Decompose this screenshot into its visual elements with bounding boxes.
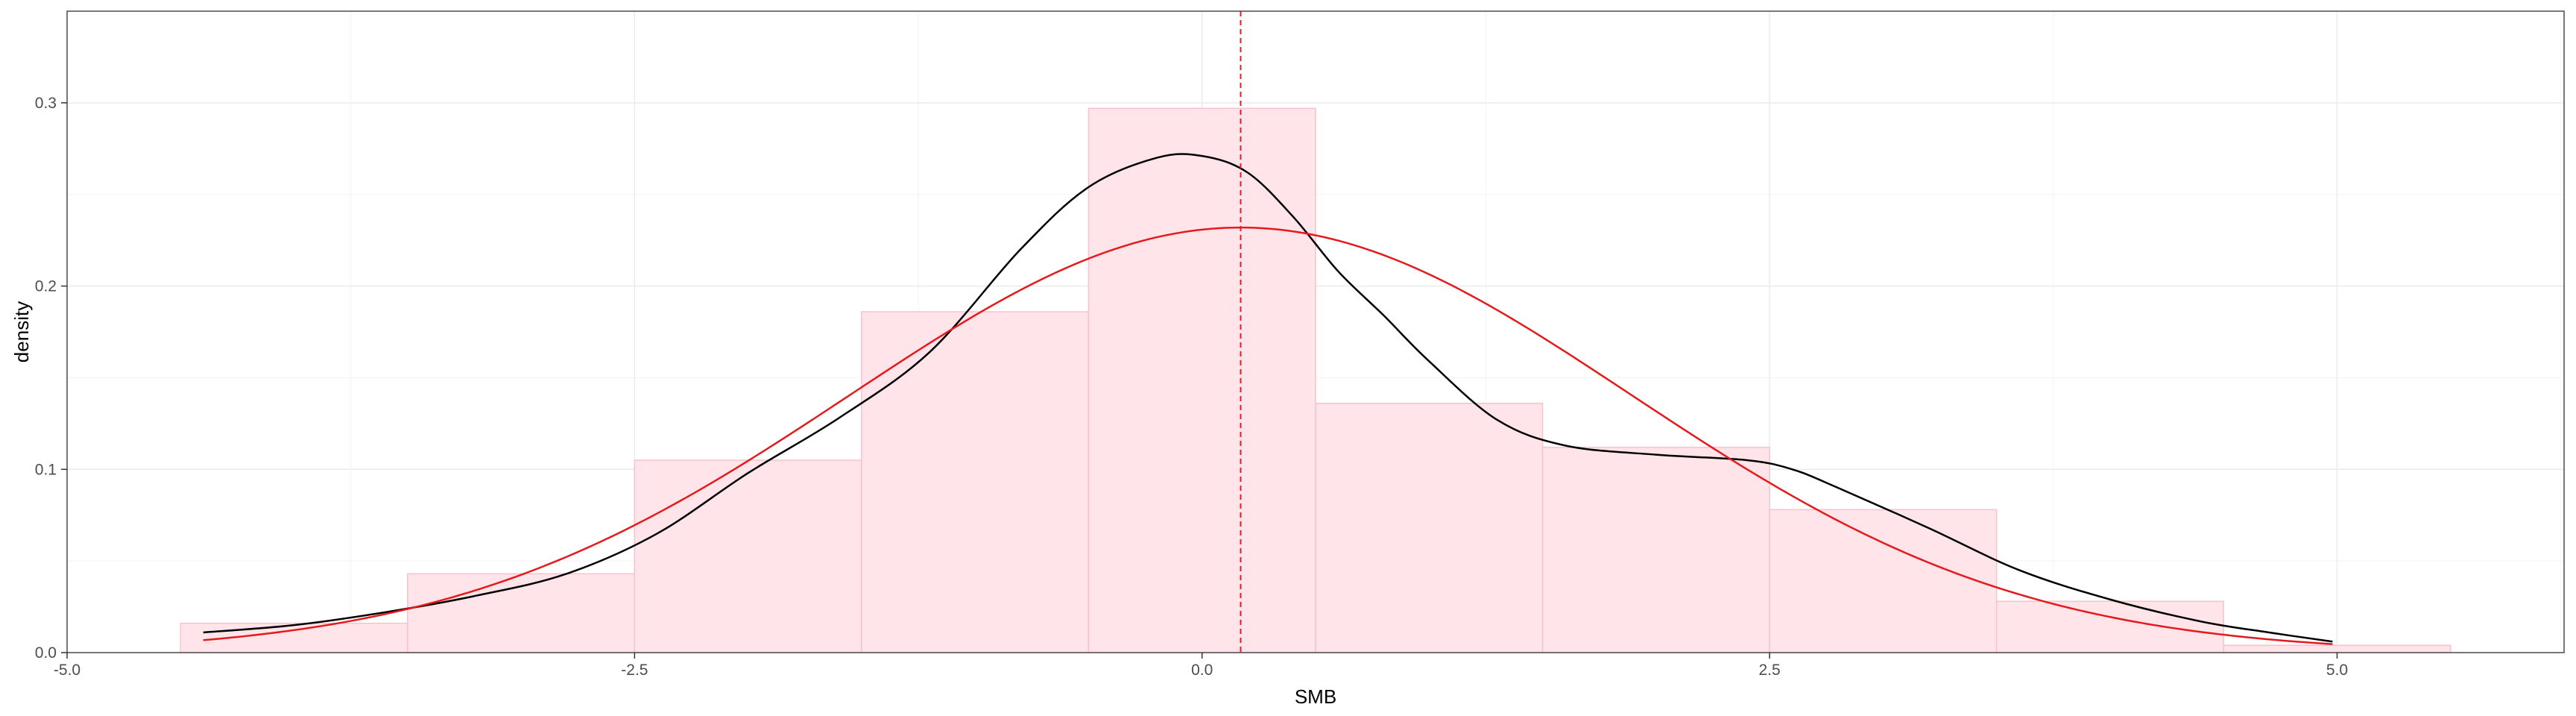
histogram-bar	[1087, 107, 1316, 653]
y-axis-title: density	[10, 301, 33, 362]
panel-border	[66, 10, 2565, 653]
x-tick-label: 5.0	[2326, 662, 2348, 679]
histogram-bar	[2223, 644, 2452, 653]
histogram-bar	[1541, 447, 1770, 653]
kernel-density-line	[203, 153, 2333, 643]
histogram-bar	[1315, 403, 1544, 653]
y-tick-label: 0.0	[35, 644, 57, 662]
histogram-bar	[180, 622, 408, 653]
histogram-bar	[1995, 600, 2224, 653]
x-tick-label: 2.5	[1758, 662, 1780, 679]
axis-ticks: -5.0 -2.5 0.0 2.5 5.0 0.0 0.1 0.2 0.3	[35, 95, 2348, 679]
y-tick-label: 0.3	[35, 95, 57, 112]
histogram-bar	[861, 311, 1090, 653]
y-tick-label: 0.2	[35, 278, 57, 295]
x-axis-title: SMB	[1295, 685, 1336, 708]
x-tick-label: -5.0	[54, 662, 80, 679]
normal-fit-line	[203, 226, 2333, 645]
density-curves	[203, 11, 2333, 653]
histogram-bar	[634, 459, 862, 653]
x-tick-label: 0.0	[1191, 662, 1213, 679]
y-tick-label: 0.1	[35, 461, 57, 478]
histogram-bar	[1769, 509, 1998, 653]
x-tick-label: -2.5	[621, 662, 648, 679]
